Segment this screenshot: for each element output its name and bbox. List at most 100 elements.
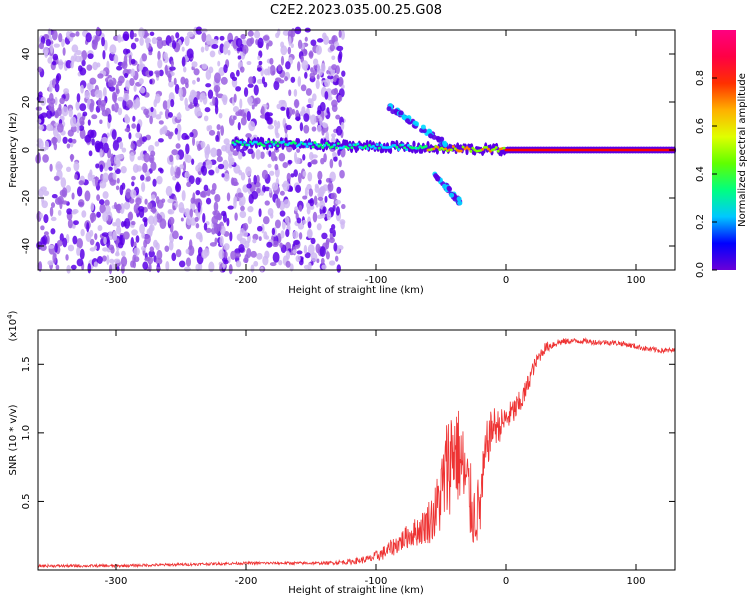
heatmap-blob <box>310 252 318 262</box>
heatmap-blob <box>189 208 193 218</box>
heatmap-blob <box>116 136 122 143</box>
heatmap-line-core <box>444 147 448 151</box>
heatmap-blob <box>75 101 80 111</box>
heatmap-blob <box>298 232 303 240</box>
heatmap-blob <box>161 198 166 204</box>
heatmap-blob <box>178 235 183 241</box>
heatmap-blob <box>257 37 264 49</box>
heatmap-branch <box>413 121 419 127</box>
heatmap-blob <box>236 69 240 77</box>
heatmap-blob <box>226 192 231 202</box>
heatmap-blob <box>340 121 345 131</box>
heatmap-blob <box>217 213 222 221</box>
heatmap-blob <box>112 231 118 242</box>
heatmap-blob <box>245 166 252 177</box>
heatmap-blob <box>316 223 322 231</box>
heatmap-line-core <box>319 143 323 147</box>
heatmap-blob <box>94 233 98 240</box>
heatmap-blob <box>143 239 148 248</box>
heatmap-blob <box>178 260 186 268</box>
heatmap-blob <box>265 42 269 50</box>
heatmap-blob <box>307 229 313 239</box>
heatmap-blob <box>76 238 83 249</box>
heatmap-line-core <box>266 140 270 144</box>
heatmap-blob <box>341 70 346 77</box>
heatmap-blob <box>256 225 263 232</box>
heatmap-line-core <box>393 144 397 147</box>
heatmap-blob <box>121 61 128 70</box>
heatmap-blob <box>340 29 345 40</box>
heatmap-blob <box>289 263 294 272</box>
heatmap-blob <box>81 59 86 67</box>
heatmap-blob <box>296 148 301 153</box>
heatmap-blob <box>70 153 74 162</box>
heatmap-blob <box>181 190 186 202</box>
heatmap-blob <box>130 68 136 77</box>
heatmap-blob <box>238 200 243 207</box>
heatmap-line-core <box>403 146 407 150</box>
heatmap-blob <box>205 83 212 88</box>
heatmap-blob <box>279 190 285 196</box>
snr-series <box>37 337 675 569</box>
heatmap-blob <box>142 162 148 173</box>
heatmap-blob <box>124 115 131 124</box>
heatmap-blob <box>310 159 318 165</box>
heatmap-blob <box>124 128 131 133</box>
heatmap-blob <box>235 260 242 268</box>
heatmap-blob <box>56 123 64 133</box>
heatmap-line-core <box>243 140 247 144</box>
heatmap-blob <box>307 221 312 229</box>
heatmap-line-core <box>496 149 500 153</box>
heatmap-blob <box>188 239 193 251</box>
heatmap-blob <box>101 136 108 144</box>
heatmap-blob <box>155 242 160 251</box>
heatmap-blob <box>35 106 43 111</box>
heatmap-line-core <box>311 145 315 149</box>
heatmap-blob <box>117 34 122 43</box>
y-tick-label: -40 <box>21 238 32 254</box>
heatmap-blob <box>102 247 109 252</box>
heatmap-blob <box>209 50 216 58</box>
colorbar: 0.0 0.2 0.4 0.6 0.8 Normalized spectral ampl… <box>695 30 748 278</box>
heatmap-blob <box>327 75 334 80</box>
heatmap-line-core <box>492 147 496 151</box>
heatmap-blob <box>195 208 199 217</box>
heatmap-blob <box>279 210 286 217</box>
heatmap-line-core <box>247 143 251 147</box>
heatmap-blob <box>230 157 235 166</box>
heatmap-blob <box>333 156 338 162</box>
heatmap-blob <box>321 127 325 136</box>
heatmap-blob <box>128 132 132 140</box>
heatmap-line-core <box>327 143 331 147</box>
heatmap-line-core <box>274 141 278 144</box>
heatmap-blob <box>321 232 328 240</box>
heatmap-blob <box>203 184 209 192</box>
heatmap-blob <box>193 97 198 107</box>
heatmap-blob <box>93 245 98 250</box>
heatmap-blob <box>203 115 209 122</box>
heatmap-blob <box>201 32 207 43</box>
heatmap-blob <box>42 235 48 246</box>
heatmap-blob <box>119 234 123 246</box>
heatmap-blob <box>261 223 265 234</box>
heatmap-blob <box>304 252 311 259</box>
heatmap-blob <box>293 240 300 245</box>
heatmap-blob <box>89 229 94 237</box>
heatmap-blob <box>47 260 54 266</box>
heatmap-blob <box>123 92 130 102</box>
heatmap-line-core <box>449 148 453 152</box>
snr-multiplier: (x104) <box>6 310 19 341</box>
heatmap-line-core <box>251 142 254 145</box>
heatmap-blob <box>153 99 158 108</box>
heatmap-blob <box>312 211 318 223</box>
heatmap-blob <box>240 33 246 40</box>
heatmap-blob <box>317 170 323 181</box>
heatmap-blob <box>141 182 146 193</box>
heatmap-blob <box>134 37 139 42</box>
heatmap-blob <box>262 35 270 41</box>
snr-frame <box>37 329 676 571</box>
heatmap-blob <box>260 151 265 159</box>
heatmap-blob <box>323 35 330 46</box>
heatmap-blob <box>154 141 160 147</box>
heatmap-blob <box>51 29 58 41</box>
